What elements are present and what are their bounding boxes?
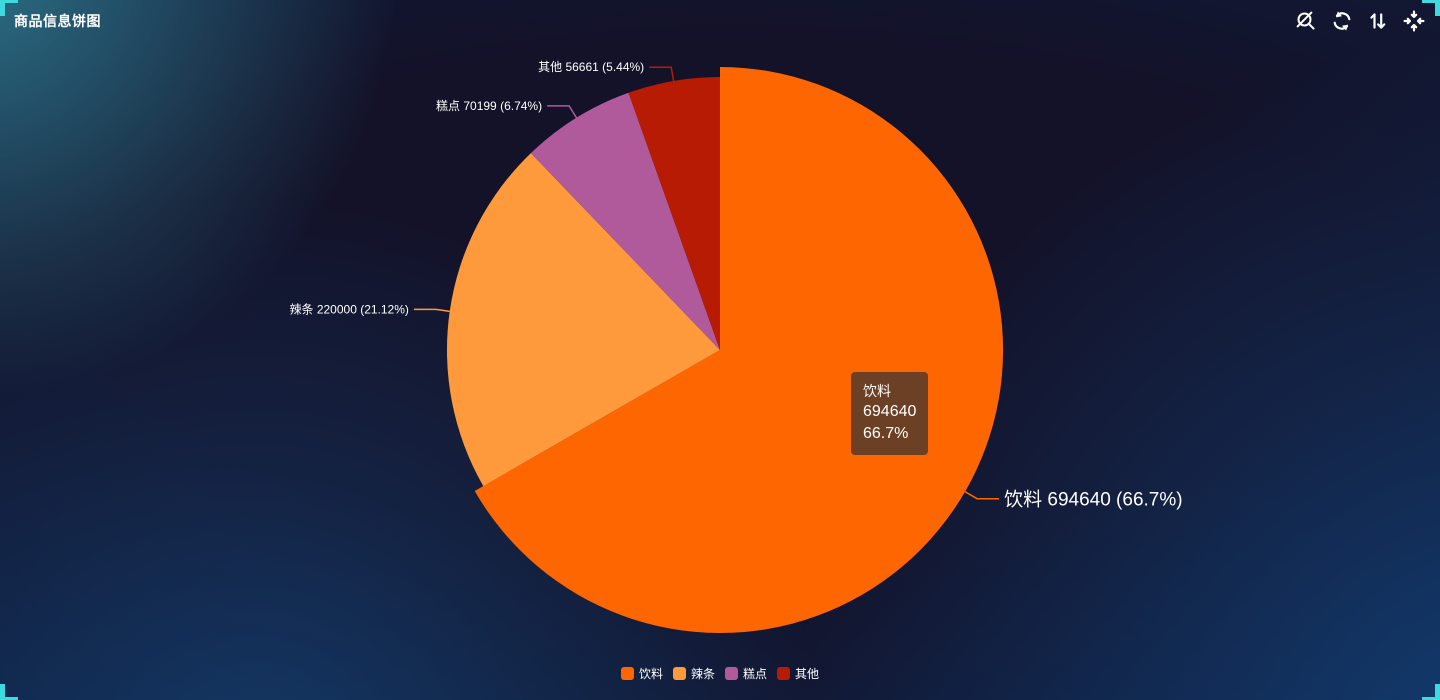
legend-item-2[interactable]: 糕点: [725, 665, 767, 682]
legend-label-0: 饮料: [638, 666, 663, 681]
legend-item-0[interactable]: 饮料: [620, 665, 663, 682]
refresh-icon: [1333, 11, 1351, 31]
slice-label-line-2: [547, 105, 578, 119]
toolbar: [1294, 9, 1426, 33]
legend-swatch-0: [620, 666, 634, 680]
pie-slice-0[interactable]: [474, 66, 1004, 633]
chart-legend: 饮料 辣条 糕点 其他: [0, 663, 1440, 683]
refresh-button[interactable]: [1330, 9, 1354, 33]
slice-label-line-1: [413, 308, 450, 313]
zoom-reset-button[interactable]: [1294, 9, 1318, 33]
legend-swatch-3: [777, 666, 791, 680]
focus-center-button[interactable]: [1402, 9, 1426, 33]
legend-label-1: 辣条: [690, 666, 715, 681]
slice-label-0: 饮料 694640 (66.7%): [1004, 489, 1183, 511]
pie-slice-2[interactable]: [530, 92, 720, 351]
slice-label-1: 辣条 220000 (21.12%): [289, 302, 408, 316]
corner-accent-bottom-left: [0, 684, 18, 700]
pie-slice-1[interactable]: [446, 153, 720, 487]
focus-center-icon: [1403, 10, 1425, 32]
legend-swatch-2: [725, 666, 738, 680]
slice-label-line-3: [649, 66, 675, 82]
legend-swatch-1: [672, 666, 686, 680]
legend-item-3[interactable]: 其他: [777, 665, 819, 682]
slice-label-line-0: [964, 491, 1000, 500]
slice-label-2: 糕点 70199 (6.74%): [436, 99, 542, 113]
corner-accent-bottom-right: [1422, 684, 1440, 700]
zoom-reset-icon: [1296, 11, 1315, 30]
legend-label-2: 糕点: [743, 666, 768, 681]
panel-header: 商品信息饼图: [0, 0, 1440, 42]
legend-label-3: 其他: [795, 666, 820, 681]
corner-accent-top-left: [0, 0, 18, 16]
corner-accent-top-right: [1422, 0, 1440, 16]
sort-vertical-icon: [1370, 13, 1386, 29]
slice-label-3: 其他 56661 (5.44%): [538, 60, 644, 74]
sort-vertical-button[interactable]: [1366, 9, 1390, 33]
page-title: 商品信息饼图: [14, 13, 101, 29]
pie-slice-3[interactable]: [628, 77, 721, 350]
legend-item-1[interactable]: 辣条: [672, 665, 715, 682]
